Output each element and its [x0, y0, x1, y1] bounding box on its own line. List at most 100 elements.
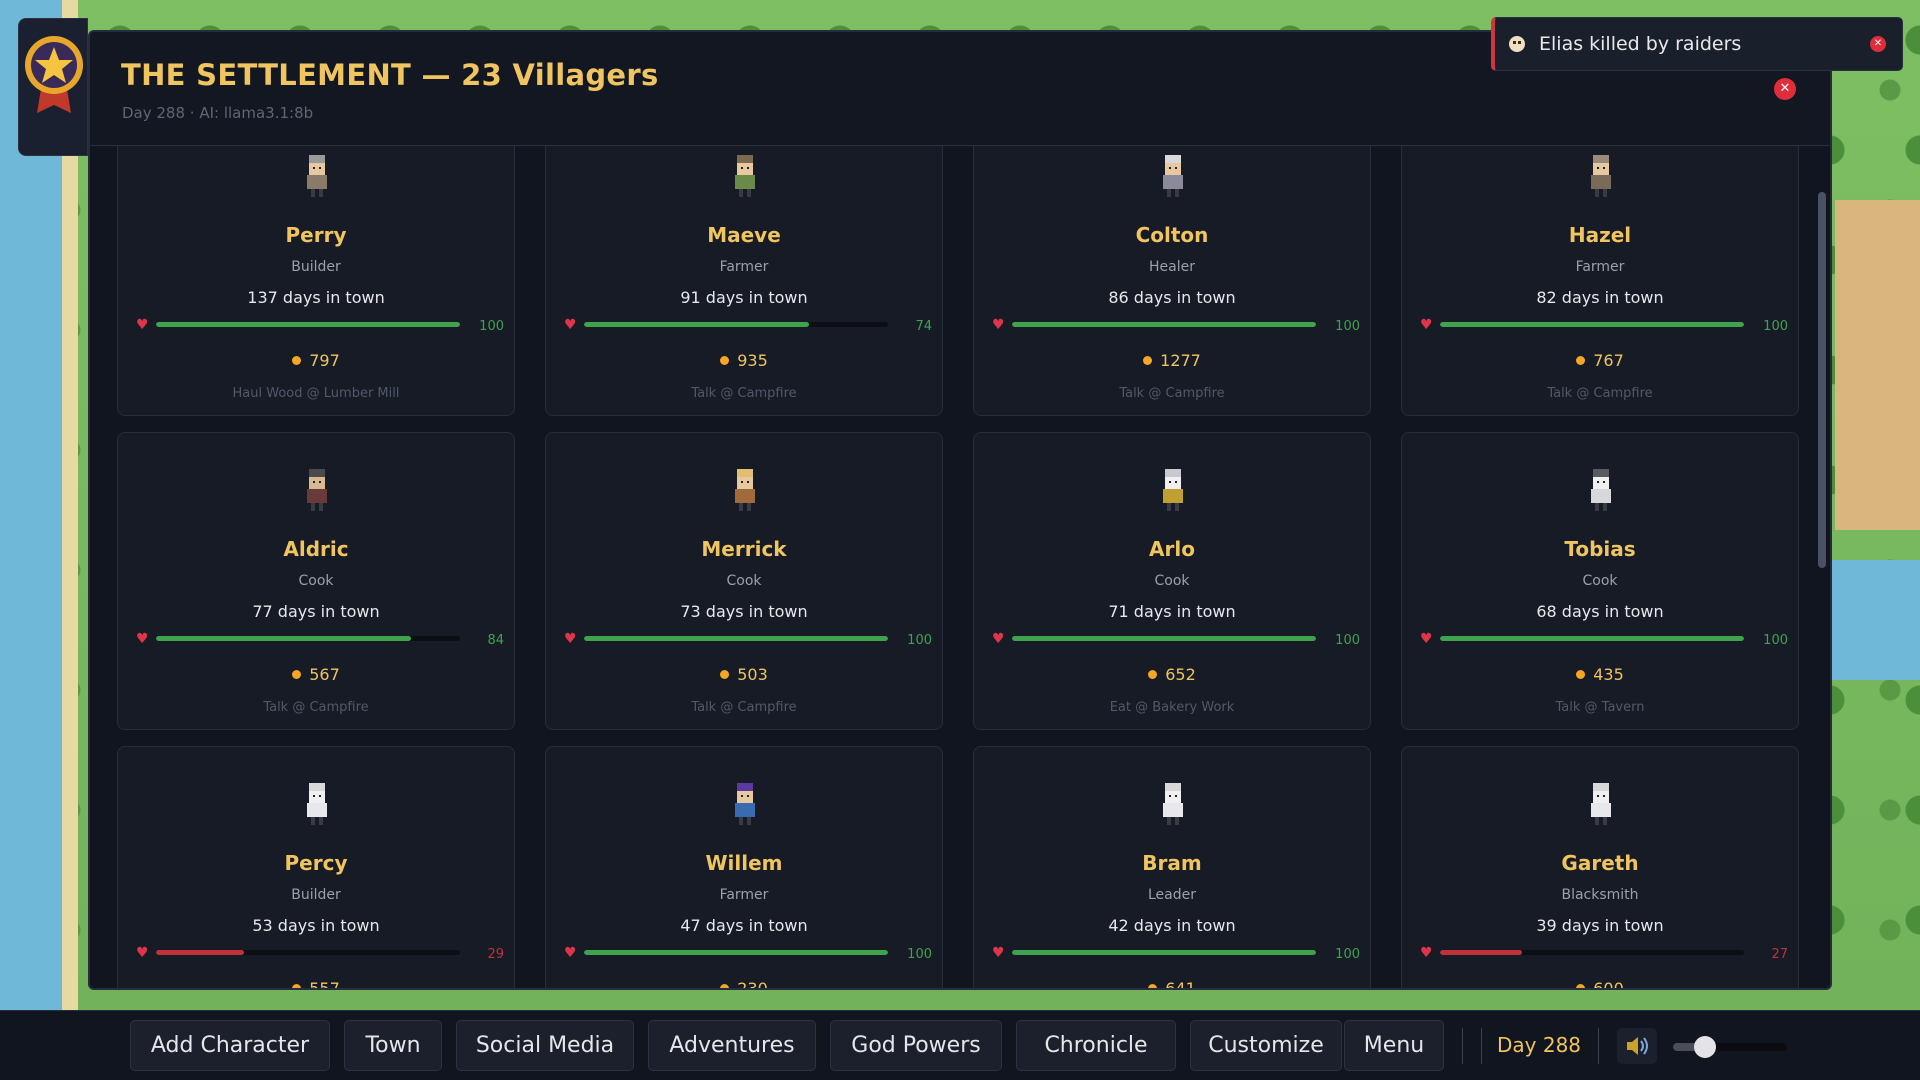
- villager-sprite-icon: [1163, 469, 1183, 511]
- menu-button[interactable]: Menu: [1344, 1020, 1444, 1071]
- map-shore: [62, 0, 78, 1010]
- health-value: 100: [1763, 633, 1788, 648]
- health-value: 100: [907, 947, 932, 962]
- health-value: 29: [487, 947, 504, 962]
- villager-card[interactable]: Maeve Farmer 91 days in town ♥ 74 935 Talk @ C…: [545, 146, 943, 416]
- health-value: 74: [915, 319, 932, 334]
- achievement-badge[interactable]: [18, 18, 88, 156]
- heart-icon: ♥: [1420, 945, 1433, 961]
- villager-card[interactable]: Hazel Farmer 82 days in town ♥ 100 767 Talk @ …: [1401, 146, 1799, 416]
- toast-message: Elias killed by raiders: [1539, 33, 1742, 55]
- coin-icon: [1148, 984, 1158, 988]
- villager-role: Farmer: [1575, 259, 1625, 275]
- villager-role: Healer: [1149, 259, 1195, 275]
- coin-value: 935: [737, 351, 768, 370]
- health-bar: [156, 950, 460, 955]
- mute-button[interactable]: [1617, 1028, 1657, 1064]
- health-value: 100: [1335, 947, 1360, 962]
- health-bar-fill: [1440, 950, 1523, 955]
- villager-card[interactable]: Merrick Cook 73 days in town ♥ 100 503 Talk @ …: [545, 432, 943, 730]
- coin-value: 641: [1165, 979, 1196, 990]
- health-value: 100: [479, 319, 504, 334]
- villager-card[interactable]: Arlo Cook 71 days in town ♥ 100 652 Eat @ Bake…: [973, 432, 1371, 730]
- health-bar: [156, 636, 460, 641]
- coin-icon: [1576, 670, 1586, 679]
- villager-role: Blacksmith: [1561, 887, 1639, 903]
- heart-icon: ♥: [564, 317, 577, 333]
- villager-card[interactable]: Colton Healer 86 days in town ♥ 100 1277 Talk …: [973, 146, 1371, 416]
- coin-icon: [1576, 984, 1586, 988]
- villager-sprite-icon: [735, 155, 755, 197]
- villager-days: 86 days in town: [1108, 288, 1236, 307]
- coin-balance: 503: [546, 665, 942, 684]
- villager-card[interactable]: Aldric Cook 77 days in town ♥ 84 567 Talk @ Ca…: [117, 432, 515, 730]
- villager-name: Willem: [705, 851, 783, 875]
- villager-role: Cook: [1154, 573, 1190, 589]
- villager-sprite-icon: [307, 783, 327, 825]
- close-icon[interactable]: ✕: [1774, 78, 1796, 100]
- god-powers-button[interactable]: God Powers: [830, 1020, 1002, 1071]
- health-bar-fill: [584, 322, 809, 327]
- villager-sprite-icon: [1163, 155, 1183, 197]
- volume-fill: [1673, 1043, 1705, 1051]
- health-bar: [584, 322, 888, 327]
- coin-balance: 567: [118, 665, 514, 684]
- health-bar: [156, 322, 460, 327]
- coin-value: 435: [1593, 665, 1624, 684]
- customize-button[interactable]: Customize: [1190, 1020, 1342, 1071]
- panel-subtitle: Day 288 · AI: llama3.1:8b: [122, 104, 314, 122]
- panel-title: THE SETTLEMENT — 23 Villagers: [121, 58, 659, 92]
- heart-icon: ♥: [992, 317, 1005, 333]
- villager-days: 91 days in town: [680, 288, 808, 307]
- villager-name: Arlo: [1149, 537, 1195, 561]
- villager-days: 137 days in town: [247, 288, 385, 307]
- health-value: 100: [1335, 633, 1360, 648]
- day-counter: Day 288: [1497, 1033, 1582, 1057]
- health-bar-fill: [156, 950, 245, 955]
- coin-value: 1277: [1160, 351, 1201, 370]
- health-bar: [1440, 322, 1744, 327]
- volume-slider[interactable]: [1673, 1036, 1787, 1058]
- adventures-button[interactable]: Adventures: [648, 1020, 816, 1071]
- health-bar-fill: [1440, 322, 1744, 327]
- town-button[interactable]: Town: [344, 1020, 442, 1071]
- villager-sprite-icon: [1591, 469, 1611, 511]
- health-bar-fill: [1012, 636, 1316, 641]
- coin-value: 567: [309, 665, 340, 684]
- heart-icon: ♥: [992, 945, 1005, 961]
- health-bar: [1012, 950, 1316, 955]
- coin-value: 230: [737, 979, 768, 990]
- toast-close-icon[interactable]: ✕: [1870, 36, 1886, 52]
- scrollbar-thumb[interactable]: [1818, 192, 1826, 568]
- heart-icon: ♥: [992, 631, 1005, 647]
- coin-icon: [292, 670, 302, 679]
- villager-name: Colton: [1135, 223, 1209, 247]
- speaker-icon: [1627, 1037, 1648, 1055]
- scrollbar[interactable]: [1818, 162, 1826, 972]
- villager-role: Builder: [291, 887, 341, 903]
- toolbar-divider: [1462, 1028, 1463, 1064]
- villager-card[interactable]: Perry Builder 137 days in town ♥ 100 797 Haul …: [117, 146, 515, 416]
- villager-activity: Talk @ Tavern: [1555, 700, 1645, 715]
- health-value: 27: [1771, 947, 1788, 962]
- health-value: 84: [487, 633, 504, 648]
- chronicle-button[interactable]: Chronicle: [1016, 1020, 1176, 1071]
- villager-list[interactable]: Perry Builder 137 days in town ♥ 100 797 Haul …: [90, 146, 1830, 990]
- villager-card[interactable]: Tobias Cook 68 days in town ♥ 100 435 Talk @ T…: [1401, 432, 1799, 730]
- villager-sprite-icon: [1591, 783, 1611, 825]
- villager-sprite-icon: [1163, 783, 1183, 825]
- coin-value: 557: [309, 979, 340, 990]
- add-character-button[interactable]: Add Character: [130, 1020, 330, 1071]
- villager-activity: Haul Wood @ Lumber Mill: [232, 386, 400, 401]
- map-water: [0, 0, 62, 1010]
- social-media-button[interactable]: Social Media: [456, 1020, 634, 1071]
- villager-days: 77 days in town: [252, 602, 380, 621]
- coin-icon: [720, 984, 730, 988]
- villager-activity: Talk @ Campfire: [263, 700, 369, 715]
- coin-balance: 230: [546, 979, 942, 990]
- volume-knob[interactable]: [1693, 1036, 1716, 1058]
